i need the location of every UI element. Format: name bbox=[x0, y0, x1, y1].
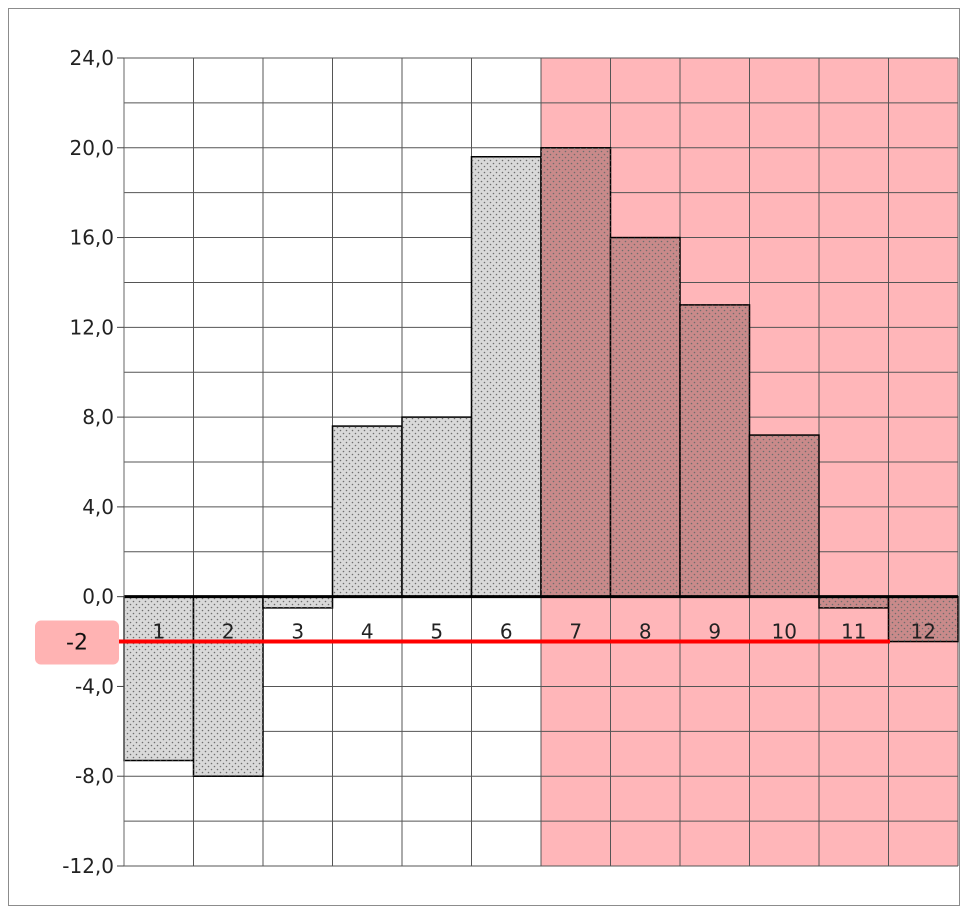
bar-pattern bbox=[610, 237, 680, 597]
x-tick-label: 4 bbox=[361, 620, 374, 644]
x-tick-label: 3 bbox=[291, 620, 304, 644]
bar-pattern bbox=[124, 596, 194, 761]
y-tick-label: 4,0 bbox=[82, 495, 114, 519]
x-tick-label: 1 bbox=[152, 620, 165, 644]
x-tick-label: 5 bbox=[430, 620, 443, 644]
bar-pattern bbox=[263, 596, 333, 608]
y-tick-label: 20,0 bbox=[69, 136, 114, 160]
reference-callout-box bbox=[35, 620, 119, 665]
y-tick-label: 12,0 bbox=[69, 315, 114, 339]
axis-layer bbox=[117, 57, 958, 867]
y-tick-label: -12,0 bbox=[62, 854, 114, 878]
x-tick-label: 2 bbox=[222, 620, 235, 644]
y-tick-label: -4,0 bbox=[75, 674, 114, 698]
x-tick-label: 7 bbox=[569, 620, 582, 644]
bar-pattern bbox=[332, 426, 402, 597]
x-tick-label: 9 bbox=[708, 620, 721, 644]
bar-pattern bbox=[819, 596, 889, 608]
bar-pattern bbox=[680, 304, 750, 597]
y-tick-label: 16,0 bbox=[69, 226, 114, 250]
reference-callout-label: -2 bbox=[66, 631, 88, 656]
bar-pattern bbox=[541, 147, 611, 597]
x-tick-label: 6 bbox=[500, 620, 513, 644]
y-tick-label: 24,0 bbox=[69, 46, 114, 70]
bar-pattern bbox=[193, 596, 263, 777]
bar-pattern bbox=[749, 435, 819, 597]
bar-pattern bbox=[888, 596, 958, 642]
bar-layer bbox=[123, 147, 959, 777]
y-tick-label: 0,0 bbox=[82, 585, 114, 609]
reference-line-layer: -2 bbox=[35, 620, 890, 665]
y-tick-label: 8,0 bbox=[82, 405, 114, 429]
bar-pattern bbox=[402, 417, 472, 597]
bar-pattern bbox=[471, 156, 541, 597]
x-tick-label: 8 bbox=[639, 620, 652, 644]
x-tick-label: 12 bbox=[911, 620, 936, 644]
y-tick-label: -8,0 bbox=[75, 764, 114, 788]
